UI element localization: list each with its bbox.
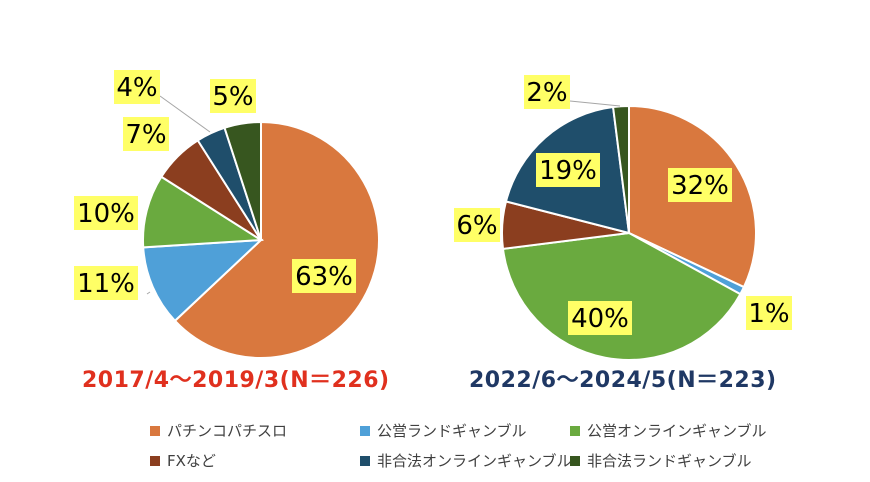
legend-swatch [150, 455, 160, 466]
data-label-background [114, 70, 160, 104]
data-label-background [454, 208, 500, 242]
legend-item-illegal-land: 非合法ランドギャンブル [570, 450, 752, 471]
pie-0: 63% 11% 10% 7% 4% 5% [74, 70, 380, 359]
legend-item-fx: FXなど [150, 450, 216, 471]
legend-label: パチンコパチスロ [167, 422, 288, 440]
legend-swatch [360, 425, 370, 436]
data-label-fx: 7% [125, 120, 166, 150]
pie-slice-public-land [142, 238, 264, 323]
legend-swatch [150, 425, 160, 436]
data-label-public-land: 11% [77, 269, 135, 299]
pie-slice-public-online [501, 231, 742, 361]
data-label-background [74, 196, 138, 230]
legend-label: 非合法ランドギャンブル [587, 452, 752, 470]
legend-item-public-land: 公営ランドギャンブル [360, 420, 527, 441]
data-label-illegal-online: 19% [539, 156, 597, 186]
leader-line [569, 100, 621, 107]
pie-slice-illegal-land [223, 120, 262, 241]
legend-item-illegal-online: 非合法オンラインギャンブル [360, 450, 572, 471]
data-label-illegal-online: 4% [116, 73, 157, 103]
data-label-public-online: 10% [77, 199, 135, 229]
data-label-pachinko: 63% [295, 262, 353, 292]
leader-line [159, 95, 211, 133]
legend-item-public-online: 公営オンラインギャンブル [570, 420, 767, 441]
data-label-background [536, 153, 600, 187]
pie-slice-public-online [142, 175, 265, 249]
data-label-background [123, 117, 169, 151]
legend-label: 公営ランドギャンブル [377, 422, 527, 440]
leader-line [146, 291, 151, 295]
data-label-background [668, 168, 732, 202]
data-label-background [568, 301, 632, 335]
pie-1: 32% 1% 40% 6% 19% 2% [454, 75, 792, 361]
legend-label: 非合法オンラインギャンブル [377, 452, 572, 470]
data-label-public-online: 40% [571, 304, 629, 334]
legend-item-pachinko: パチンコパチスロ [150, 420, 287, 441]
data-label-fx: 6% [456, 211, 497, 241]
legend-swatch [570, 455, 580, 466]
legend-swatch [360, 455, 370, 466]
data-label-pachinko: 32% [671, 171, 729, 201]
data-label-illegal-land: 5% [212, 82, 253, 112]
data-label-background [210, 79, 256, 113]
data-label-background [74, 266, 138, 300]
chart-title-2022-2024: 2022/6～2024/5(N＝223) [469, 368, 777, 393]
data-label-background [292, 259, 356, 293]
data-label-illegal-land: 2% [526, 78, 567, 108]
chart-title-2017-2019: 2017/4～2019/3(N＝226) [82, 368, 390, 393]
legend-label: FXなど [167, 452, 216, 470]
legend-label: 公営オンラインギャンブル [587, 422, 767, 440]
pie-slice-illegal-land [611, 104, 630, 234]
data-label-background [524, 75, 570, 109]
pie-slice-pachinko [173, 120, 380, 359]
data-label-public-land: 1% [748, 299, 789, 329]
data-label-background [746, 296, 792, 330]
legend-swatch [570, 425, 580, 436]
